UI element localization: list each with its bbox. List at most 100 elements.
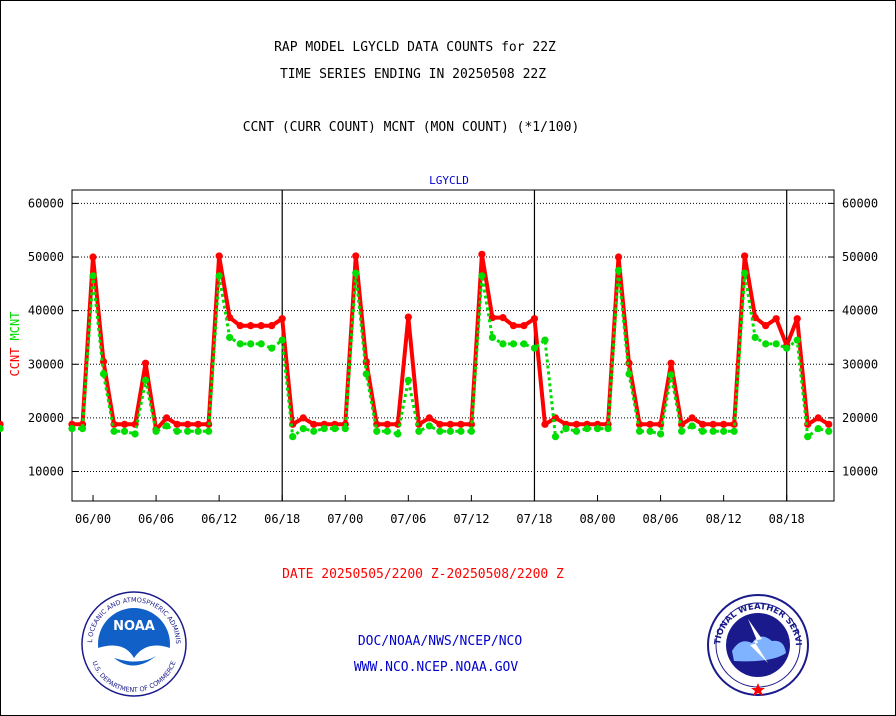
ccnt-point	[457, 420, 465, 428]
mcnt-point	[341, 425, 349, 433]
date-range-label: DATE 20250505/2200 Z-20250508/2200 Z	[282, 567, 564, 582]
mcnt-point	[720, 427, 728, 435]
mcnt-point	[467, 427, 475, 435]
ccnt-point	[215, 252, 223, 260]
mcnt-point	[373, 427, 381, 435]
mcnt-point	[404, 376, 412, 384]
ccnt-point	[173, 420, 181, 428]
ccnt-point	[541, 420, 549, 428]
mcnt-point	[162, 422, 171, 430]
mcnt-point	[635, 427, 644, 435]
chart-title-line2: TIME SERIES ENDING IN 20250508 22Z	[280, 67, 546, 82]
nws-logo: NATIONAL WEATHER SERVICE	[707, 594, 809, 696]
y-tick-label-right: 60000	[842, 196, 878, 210]
mcnt-point	[310, 427, 318, 435]
mcnt-point	[268, 344, 276, 352]
mcnt-point	[415, 427, 423, 435]
mcnt-point	[247, 340, 255, 348]
y-axis-label-ccnt: CCNT	[8, 348, 22, 377]
mcnt-point	[78, 425, 87, 433]
mcnt-point	[499, 340, 507, 348]
mcnt-point	[667, 371, 675, 379]
ccnt-point	[709, 420, 717, 428]
ccnt-point	[741, 252, 749, 260]
y-tick-label-right: 10000	[842, 465, 878, 479]
ccnt-point	[247, 322, 255, 330]
mcnt-point	[509, 340, 518, 348]
mcnt-point	[278, 336, 286, 344]
ccnt-point	[699, 420, 707, 428]
ccnt-point	[509, 322, 518, 330]
x-tick-label: 08/06	[643, 512, 679, 526]
x-tick-label: 08/00	[579, 512, 615, 526]
noaa-logo: NOAA NATIONAL OCEANIC AND ATMOSPHERIC AD…	[81, 591, 187, 697]
ccnt-point	[278, 315, 286, 323]
y-axis-title: CCNT MCNT	[8, 312, 22, 377]
ccnt-point	[404, 313, 412, 321]
chart-title-line1: RAP MODEL LGYCLD DATA COUNTS for 22Z	[274, 40, 556, 55]
mcnt-point	[425, 422, 433, 430]
ccnt-point	[436, 420, 444, 428]
x-tick-label: 06/06	[138, 512, 174, 526]
ccnt-point	[236, 322, 244, 330]
mcnt-point	[520, 340, 528, 348]
mcnt-point	[226, 333, 234, 342]
x-tick-label: 07/06	[390, 512, 426, 526]
ccnt-point	[89, 253, 97, 261]
mcnt-point	[120, 427, 129, 435]
mcnt-point	[68, 425, 76, 433]
ccnt-point	[572, 420, 581, 428]
chart-subtitle: CCNT (CURR COUNT) MCNT (MON COUNT) (*1/1…	[243, 120, 580, 135]
mcnt-point	[604, 425, 612, 433]
mcnt-point	[257, 340, 265, 348]
ccnt-point	[520, 322, 528, 330]
ccnt-point	[120, 420, 129, 428]
y-tick-label-left: 40000	[28, 304, 64, 318]
ccnt-point	[141, 359, 150, 367]
ccnt-point	[425, 414, 433, 422]
mcnt-point	[194, 427, 202, 435]
noaa-logo-text: NOAA	[113, 619, 155, 634]
mcnt-point	[825, 427, 833, 435]
ccnt-point	[162, 414, 171, 422]
mcnt-point	[457, 427, 465, 435]
y-tick-label-right: 50000	[842, 250, 878, 264]
ccnt-point	[299, 414, 307, 422]
mcnt-point	[541, 336, 549, 344]
mcnt-point	[562, 425, 570, 433]
mcnt-point	[772, 340, 780, 348]
mcnt-point	[215, 272, 223, 280]
mcnt-point	[99, 370, 108, 378]
mcnt-point	[299, 425, 307, 433]
mcnt-point	[436, 427, 444, 435]
x-tick-label: 06/18	[264, 512, 300, 526]
ccnt-point	[530, 315, 539, 323]
mcnt-point	[614, 266, 623, 275]
plot-area: 10000 10000 20000 20000 30000 30000 40000 40000…	[0, 189, 878, 526]
mcnt-point	[205, 427, 213, 435]
ccnt-point	[688, 414, 696, 422]
mcnt-point	[814, 425, 822, 433]
y-tick-label-left: 60000	[28, 196, 64, 210]
y-tick-label-left: 30000	[28, 357, 64, 371]
ccnt-point	[257, 322, 265, 330]
mcnt-point	[236, 340, 244, 348]
x-tick-label: 06/00	[75, 512, 111, 526]
mcnt-point	[152, 427, 160, 435]
website-link[interactable]: WWW.NCO.NCEP.NOAA.GOV	[354, 660, 519, 675]
y-axis-label-mcnt: MCNT	[8, 312, 22, 341]
mcnt-point	[804, 433, 812, 441]
ccnt-point	[499, 314, 507, 322]
mcnt-point	[688, 422, 696, 430]
x-tick-label: 07/00	[327, 512, 363, 526]
ccnt-point	[720, 420, 728, 428]
mcnt-point	[793, 336, 801, 344]
mcnt-point	[625, 370, 633, 378]
ccnt-point	[310, 420, 318, 428]
mcnt-point	[699, 427, 707, 435]
ccnt-point	[383, 420, 391, 428]
mcnt-point	[320, 425, 328, 433]
x-tick-label: 08/12	[706, 512, 742, 526]
